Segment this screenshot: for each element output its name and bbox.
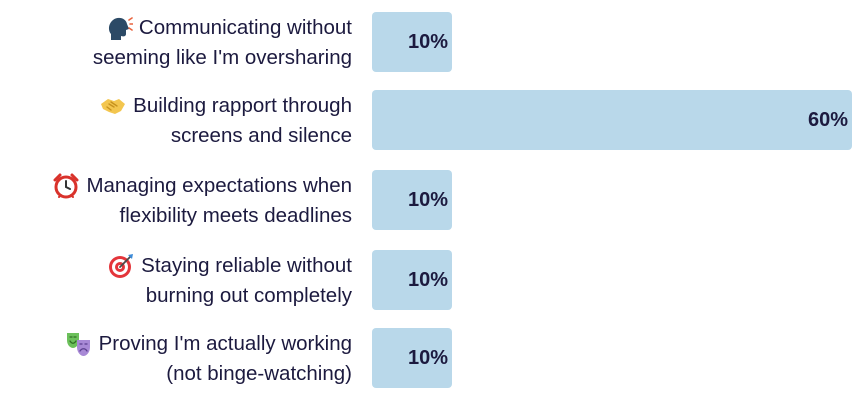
category-label-line-1: Communicating without — [105, 13, 352, 43]
alarm-clock-icon — [52, 172, 80, 200]
category-label-text: (not binge-watching) — [166, 362, 352, 385]
handshake-icon — [99, 92, 127, 120]
category-label-line-1: Building rapport through — [99, 91, 352, 121]
bar-value-label: 10% — [407, 31, 448, 53]
category-label-line-2: (not binge-watching) — [166, 359, 352, 389]
bar-value-label: 60% — [807, 109, 848, 131]
category-label-line-2: burning out completely — [146, 281, 352, 311]
category-label-text: Communicating without — [138, 16, 352, 39]
target-icon — [107, 252, 135, 280]
category-label-text: flexibility meets deadlines — [119, 204, 352, 227]
category-label-line-1: Proving I'm actually working — [65, 329, 352, 359]
bar-value-label: 10% — [407, 347, 448, 369]
bar-value-label: 10% — [407, 269, 448, 291]
bar — [372, 170, 452, 230]
category-label-text: Building rapport through — [133, 94, 352, 117]
category-label-line-2: flexibility meets deadlines — [120, 201, 352, 231]
category-label: Proving I'm actually working (not binge-w… — [0, 328, 352, 390]
category-label-line-2: screens and silence — [171, 121, 352, 151]
category-label: Building rapport through screens and sile… — [0, 90, 352, 152]
bar — [372, 250, 452, 310]
category-label-text: burning out completely — [145, 284, 352, 307]
speaking-head-icon — [105, 14, 133, 42]
category-label-text: seeming like I'm oversharing — [92, 46, 352, 69]
bar — [372, 328, 452, 388]
bar — [372, 12, 452, 72]
category-label-line-1: Staying reliable without — [107, 251, 352, 281]
category-label: Communicating without seeming like I'm ov… — [0, 12, 352, 74]
category-label: Managing expectations when flexibility me… — [0, 170, 352, 232]
category-label-line-1: Managing expectations when — [52, 171, 352, 201]
category-label-text: screens and silence — [170, 124, 352, 147]
category-label-line-2: seeming like I'm oversharing — [93, 43, 352, 73]
theater-masks-icon — [65, 330, 93, 358]
bar-value-label: 10% — [407, 189, 448, 211]
category-label-text: Staying reliable without — [141, 254, 352, 277]
category-label: Staying reliable without burning out comp… — [0, 250, 352, 312]
category-label-text: Managing expectations when — [86, 174, 352, 197]
bar — [372, 90, 852, 150]
category-label-text: Proving I'm actually working — [98, 332, 352, 355]
